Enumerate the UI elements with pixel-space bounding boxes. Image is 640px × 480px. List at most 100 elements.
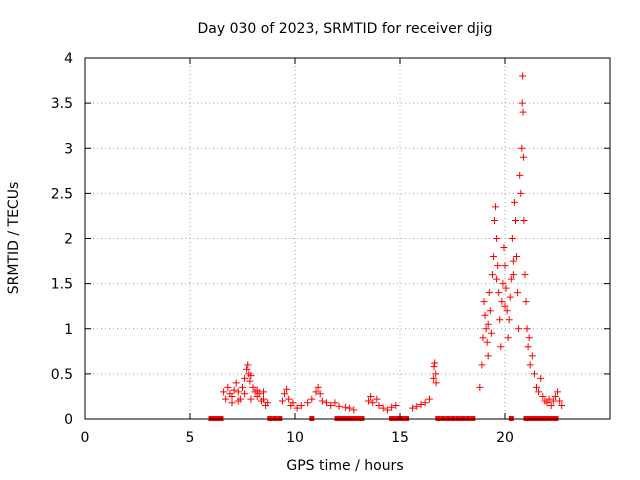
data-point xyxy=(507,275,515,283)
data-point xyxy=(514,289,522,297)
data-point xyxy=(421,399,429,407)
data-point xyxy=(539,392,547,400)
data-point xyxy=(476,383,484,391)
data-point xyxy=(495,289,503,297)
data-point xyxy=(260,388,267,396)
data-point xyxy=(516,171,524,179)
data-point xyxy=(392,401,400,409)
data-point xyxy=(228,399,236,407)
data-point xyxy=(331,399,339,407)
data-point xyxy=(413,402,421,410)
data-point xyxy=(545,395,553,403)
data-point xyxy=(518,144,526,152)
axis-ticks xyxy=(84,57,610,420)
data-point xyxy=(304,399,312,407)
data-point xyxy=(526,361,534,369)
data-point xyxy=(341,403,349,411)
data-point xyxy=(479,334,487,342)
y-axis-label: SRMTID / TECUs xyxy=(6,182,22,295)
data-point xyxy=(505,316,513,324)
data-point xyxy=(481,311,489,319)
data-point xyxy=(234,397,242,405)
data-point xyxy=(281,390,288,398)
data-point xyxy=(488,271,496,279)
data-point xyxy=(323,399,330,407)
x-tick-label: 5 xyxy=(186,430,195,446)
data-point xyxy=(289,399,297,407)
data-point xyxy=(373,395,381,403)
data-point xyxy=(513,253,521,261)
data-point xyxy=(388,403,396,411)
data-point xyxy=(501,262,509,270)
data-point xyxy=(523,325,531,333)
data-point xyxy=(264,399,272,407)
data-point xyxy=(432,379,440,387)
data-point xyxy=(383,406,391,414)
data-point xyxy=(549,397,557,405)
data-point xyxy=(283,385,291,393)
x-tick-label: 15 xyxy=(391,430,409,446)
data-point xyxy=(260,395,267,403)
y-tick-label: 3.5 xyxy=(51,96,73,112)
data-point xyxy=(246,377,254,385)
data-point xyxy=(335,402,343,410)
data-point xyxy=(483,338,491,346)
data-point xyxy=(522,298,530,306)
x-tick-label: 10 xyxy=(286,430,304,446)
data-point xyxy=(497,343,505,351)
data-point xyxy=(431,359,439,367)
data-point xyxy=(327,401,335,409)
data-point xyxy=(432,370,440,378)
y-tick-label: 2.5 xyxy=(51,186,73,202)
data-point xyxy=(308,395,316,403)
data-point xyxy=(486,307,494,315)
data-point xyxy=(510,198,518,206)
data-point xyxy=(525,334,533,342)
data-point xyxy=(519,72,527,80)
data-point xyxy=(367,392,375,400)
x-tick-label: 0 xyxy=(81,430,90,446)
data-point xyxy=(430,363,438,371)
data-point xyxy=(492,203,500,211)
data-point xyxy=(491,216,498,224)
data-point xyxy=(318,397,326,405)
data-point xyxy=(369,399,377,407)
data-point xyxy=(478,361,486,369)
data-point xyxy=(524,343,532,351)
data-point xyxy=(519,108,527,116)
data-point xyxy=(503,307,511,315)
data-point xyxy=(504,334,512,342)
data-point xyxy=(520,216,528,224)
data-point xyxy=(375,401,383,409)
data-point xyxy=(502,284,510,292)
data-point xyxy=(228,392,236,400)
y-tick-label: 2 xyxy=(64,232,73,248)
data-point xyxy=(551,392,559,400)
y-tick-label: 3 xyxy=(64,141,73,157)
data-point xyxy=(297,401,305,409)
data-point xyxy=(293,404,301,412)
grid xyxy=(85,58,610,419)
data-point xyxy=(493,235,501,242)
data-point xyxy=(508,235,516,242)
data-point xyxy=(480,298,488,306)
data-point xyxy=(517,189,525,197)
data-point xyxy=(241,390,249,398)
x-tick-labels: 0 5 10 15 20 xyxy=(81,430,514,446)
data-point xyxy=(285,395,293,403)
data-point xyxy=(493,275,501,283)
y-tick-label: 0.5 xyxy=(51,367,73,383)
data-point xyxy=(222,395,230,403)
x-tick-label: 20 xyxy=(496,430,514,446)
data-point xyxy=(247,372,255,380)
data-point xyxy=(239,383,246,391)
data-point xyxy=(249,383,257,391)
data-point xyxy=(230,386,238,394)
data-point xyxy=(278,397,286,405)
y-tick-label: 1 xyxy=(64,322,73,338)
y-tick-labels: 0 0.5 1 1.5 2 2.5 3 3.5 4 xyxy=(51,51,73,428)
data-point xyxy=(499,280,507,288)
data-point xyxy=(417,401,425,409)
data-point xyxy=(220,388,228,396)
data-point xyxy=(518,99,526,107)
